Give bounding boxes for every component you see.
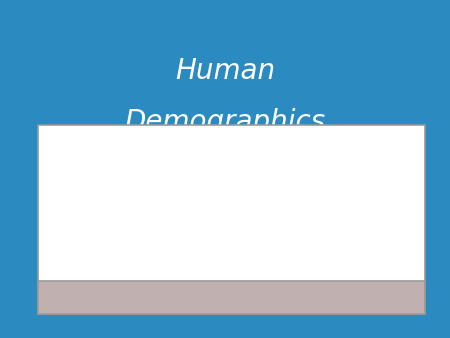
Bar: [196, 180, 290, 188]
Bar: [196, 128, 299, 137]
Bar: [40, 190, 107, 199]
Bar: [196, 139, 288, 147]
Bar: [196, 242, 362, 250]
Bar: [40, 165, 52, 173]
Bar: [196, 216, 382, 224]
Bar: [40, 216, 107, 224]
Bar: [196, 232, 316, 240]
Bar: [196, 180, 339, 188]
Text: 45 - 50: 45 - 50: [138, 235, 184, 248]
Bar: [196, 258, 345, 266]
Bar: [196, 242, 310, 250]
Bar: [40, 180, 107, 188]
Bar: [196, 154, 276, 162]
Bar: [196, 232, 374, 240]
Bar: [196, 268, 302, 276]
Bar: [196, 216, 299, 224]
Bar: [40, 180, 49, 188]
Bar: [196, 258, 310, 266]
Text: 25 - 30: 25 - 30: [138, 183, 184, 196]
Bar: [196, 232, 302, 240]
Bar: [40, 258, 107, 266]
Bar: [40, 128, 107, 137]
Bar: [196, 268, 333, 276]
Bar: [40, 139, 107, 147]
Bar: [196, 154, 322, 162]
Bar: [40, 165, 107, 173]
Bar: [196, 139, 256, 147]
Text: 15 - 20: 15 - 20: [138, 158, 184, 170]
Text: Demographics: Demographics: [124, 108, 326, 136]
Bar: [40, 128, 47, 137]
Bar: [40, 232, 50, 240]
Bar: [40, 190, 49, 199]
Bar: [196, 128, 239, 137]
Bar: [196, 242, 296, 250]
Bar: [40, 139, 47, 147]
Bar: [196, 206, 305, 214]
Bar: [40, 242, 50, 250]
Bar: [196, 128, 267, 137]
Bar: [40, 242, 107, 250]
Bar: [40, 154, 107, 162]
Text: r = -1.25%, children = 1.37    Year 2050: r = -1.25%, children = 1.37 Year 2050: [52, 292, 287, 303]
Bar: [196, 190, 285, 199]
Text: 35 - 40: 35 - 40: [138, 209, 184, 222]
Bar: [40, 154, 52, 162]
Text: Human: Human: [175, 57, 275, 85]
Bar: [196, 165, 273, 173]
Bar: [196, 206, 391, 214]
Bar: [40, 232, 107, 240]
Text: 55 - 60: 55 - 60: [138, 261, 184, 274]
Text: 5 - 10: 5 - 10: [142, 131, 180, 145]
Bar: [196, 139, 230, 147]
Bar: [196, 165, 267, 173]
Bar: [196, 190, 331, 199]
Bar: [196, 154, 282, 162]
Bar: [196, 165, 313, 173]
Bar: [40, 268, 107, 276]
Bar: [40, 206, 107, 214]
